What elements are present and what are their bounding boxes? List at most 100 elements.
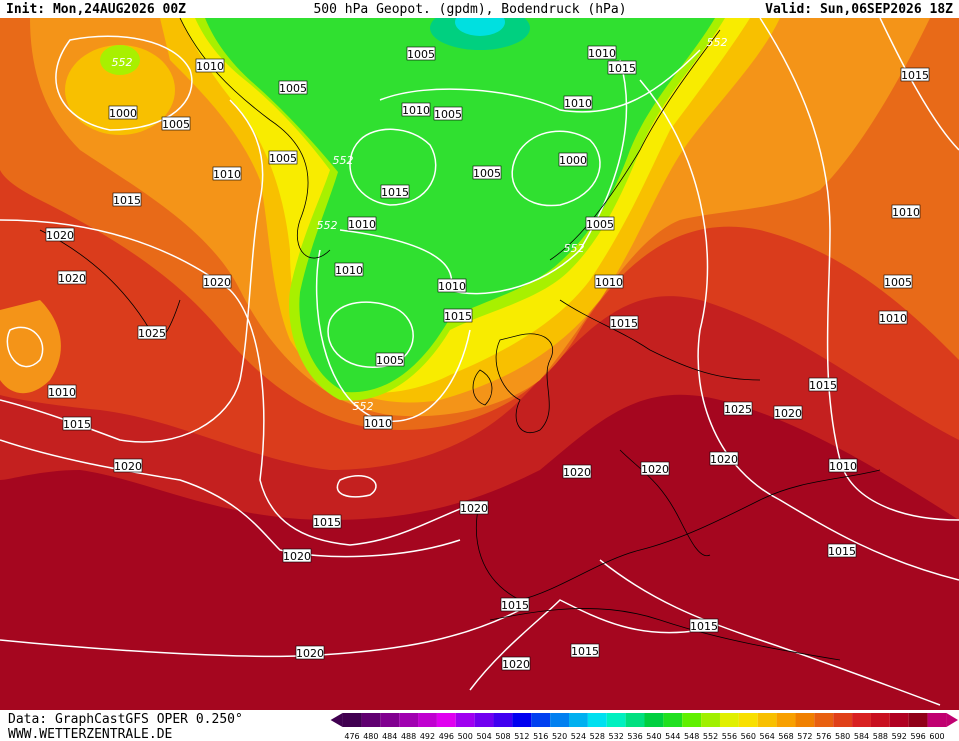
isobar-label-box xyxy=(108,105,138,120)
isobar xyxy=(599,559,941,706)
isobar-label: 1005 xyxy=(407,48,435,61)
legend-label: 584 xyxy=(854,732,869,741)
legend-label: 540 xyxy=(646,732,661,741)
isobar-label: 552 xyxy=(333,154,354,167)
isobar-label-box xyxy=(773,405,803,420)
isobar-label: 1005 xyxy=(884,276,912,289)
isobar-label-box xyxy=(380,184,410,199)
isobar-label-box xyxy=(406,46,436,61)
init-time: Init: Mon,24AUG2026 00Z xyxy=(6,2,186,17)
isobar xyxy=(349,128,437,206)
isobar xyxy=(879,18,959,151)
isobar-label: 1005 xyxy=(586,218,614,231)
legend-label: 564 xyxy=(760,732,775,741)
isobar-label: 1015 xyxy=(501,599,529,612)
legend-swatch xyxy=(795,713,815,727)
coastline xyxy=(619,449,711,557)
isobar-label-box xyxy=(202,274,232,289)
legend-label: 504 xyxy=(476,732,491,741)
legend-label: 596 xyxy=(910,732,925,741)
legend-swatch xyxy=(644,713,664,727)
isobar-label: 1010 xyxy=(213,168,241,181)
isobar-label-box xyxy=(375,352,405,367)
legend-swatch xyxy=(908,713,928,727)
isobar-label: 1015 xyxy=(444,310,472,323)
isobar-label-box xyxy=(47,384,77,399)
isobar-label: 1015 xyxy=(113,194,141,207)
isobar-label-box xyxy=(437,278,467,293)
isobar xyxy=(339,59,628,295)
isobars xyxy=(0,18,959,706)
coastline xyxy=(472,369,493,406)
legend-label: 580 xyxy=(835,732,850,741)
isobar xyxy=(511,130,601,207)
legend-arrow-left xyxy=(330,713,343,727)
isobar-label: 1020 xyxy=(283,550,311,563)
isobar-label: 1010 xyxy=(564,97,592,110)
legend-label: 536 xyxy=(627,732,642,741)
isobar-label: 1015 xyxy=(901,69,929,82)
isobar-label: 1020 xyxy=(114,460,142,473)
legend-swatch xyxy=(776,713,796,727)
map-field xyxy=(0,18,959,710)
isobar-label-box xyxy=(57,270,87,285)
legend-swatch xyxy=(852,713,871,727)
isobar-label-box xyxy=(312,514,342,529)
isobar-label: 1020 xyxy=(460,502,488,515)
legend-label: 516 xyxy=(533,732,548,741)
isobar-label-box xyxy=(570,643,600,658)
legend-swatch xyxy=(493,713,513,727)
isobar-label: 552 xyxy=(564,242,585,255)
isobar xyxy=(639,79,959,581)
isobar-label: 1010 xyxy=(364,417,392,430)
legend-label: 484 xyxy=(382,732,397,741)
field-552-low xyxy=(100,45,140,75)
legend-swatch xyxy=(474,713,494,727)
isobar-label-box xyxy=(587,45,617,60)
isobar-label-box xyxy=(459,500,489,515)
site: WWW.WETTERZENTRALE.DE xyxy=(8,727,172,741)
isobar-label: 552 xyxy=(707,36,728,49)
isobar xyxy=(379,49,701,113)
legend-label: 500 xyxy=(458,732,473,741)
isobar-label: 1015 xyxy=(809,379,837,392)
legend-label: 600 xyxy=(929,732,944,741)
isobar-label: 1015 xyxy=(828,545,856,558)
isobar-label-box xyxy=(62,416,92,431)
legend-label: 520 xyxy=(552,732,567,741)
legend-swatch xyxy=(927,713,947,727)
isobar-label: 1015 xyxy=(63,418,91,431)
isobar-label-box xyxy=(443,308,473,323)
isobar-label-box xyxy=(585,216,615,231)
isobar xyxy=(55,35,193,131)
isobar-label: 1010 xyxy=(196,60,224,73)
isobar xyxy=(327,301,414,368)
isobar-label-box xyxy=(363,415,393,430)
isobar-label-box xyxy=(562,464,592,479)
legend-swatch xyxy=(625,713,645,727)
isobar-label: 1010 xyxy=(48,386,76,399)
isobar-label: 1015 xyxy=(608,62,636,75)
isobar-label-box xyxy=(112,192,142,207)
legend-label: 528 xyxy=(590,732,605,741)
isobar-label: 1010 xyxy=(588,47,616,60)
field-528 xyxy=(455,18,505,36)
legend-swatch xyxy=(719,713,739,727)
isobar-label-box xyxy=(401,102,431,117)
data-source: Data: GraphCastGFS OPER 0.250° xyxy=(8,712,243,727)
isobar-label: 1005 xyxy=(279,82,307,95)
legend-label: 556 xyxy=(722,732,737,741)
isobar-label-box xyxy=(500,597,530,612)
legend-label: 588 xyxy=(873,732,888,741)
isobar-label: 1020 xyxy=(710,453,738,466)
legend-label: 524 xyxy=(571,732,586,741)
coastline xyxy=(559,299,761,381)
isobar-label: 552 xyxy=(317,219,338,232)
coastline xyxy=(549,29,721,261)
legend-label: 488 xyxy=(401,732,416,741)
legend-swatch xyxy=(550,713,570,727)
isobar-label: 1025 xyxy=(138,327,166,340)
legend-label: 532 xyxy=(609,732,624,741)
isobar-label: 1010 xyxy=(829,460,857,473)
field-568-low xyxy=(0,300,61,394)
